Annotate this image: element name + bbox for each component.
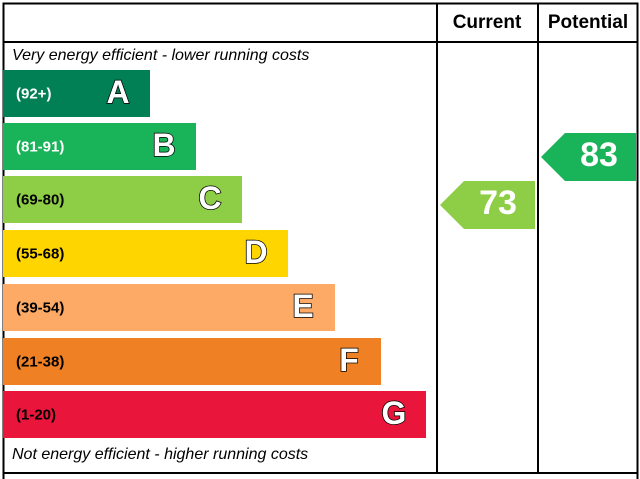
band-range: (81-91) <box>16 138 64 155</box>
band-letter: E <box>292 288 313 324</box>
band-bar <box>3 176 242 223</box>
band-bar <box>3 123 196 170</box>
band-range: (39-54) <box>16 299 64 316</box>
band-range: (92+) <box>16 85 51 102</box>
band-letter: A <box>106 74 129 110</box>
band-bar <box>3 338 381 385</box>
current-header: Current <box>453 12 522 33</box>
band-letter: F <box>339 342 359 378</box>
band-range: (69-80) <box>16 191 64 208</box>
band-range: (55-68) <box>16 245 64 262</box>
band-bar <box>3 230 288 277</box>
band-letter: C <box>198 180 221 216</box>
band-range: (21-38) <box>16 353 64 370</box>
potential-value: 83 <box>580 136 618 174</box>
current-value: 73 <box>479 184 517 222</box>
band-letter: D <box>244 234 267 270</box>
bottom-note: Not energy efficient - higher running co… <box>12 446 308 463</box>
top-note: Very energy efficient - lower running co… <box>12 47 309 64</box>
band-bar <box>3 391 426 438</box>
band-range: (1-20) <box>16 406 56 423</box>
potential-header: Potential <box>548 12 628 33</box>
bands: (92+) A (81-91) B (69-80) C (55-68) D (39-54) E (2… <box>3 70 426 438</box>
band-letter: B <box>152 127 175 163</box>
potential-arrow <box>541 133 636 181</box>
band-bar <box>3 284 335 331</box>
current-arrow <box>440 181 535 229</box>
band-bar <box>3 70 150 117</box>
band-letter: G <box>382 395 407 431</box>
